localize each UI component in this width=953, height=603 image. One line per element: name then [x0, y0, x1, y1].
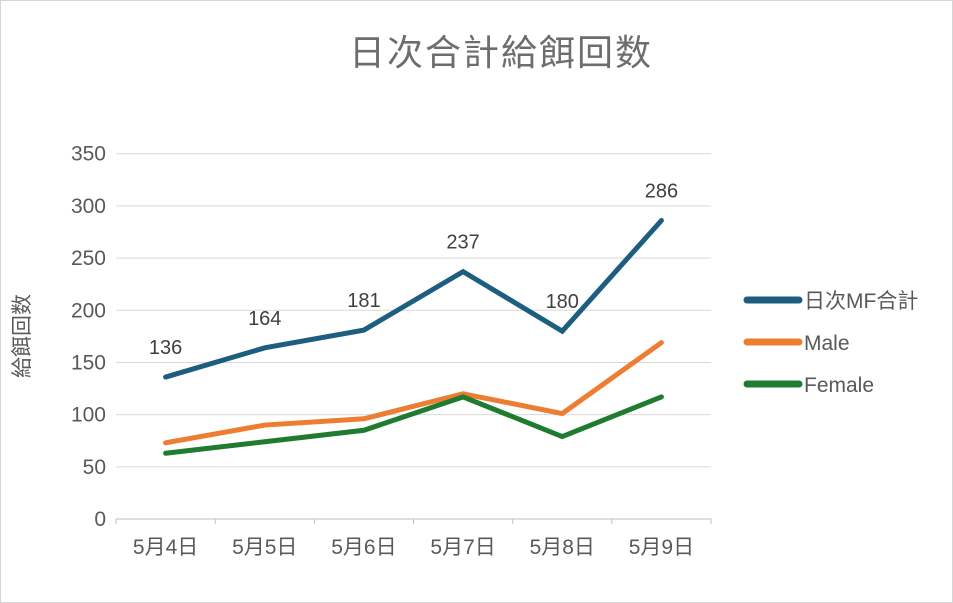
data-label: 181: [347, 290, 380, 312]
x-tick-labels: 5月4日 5月5日 5月6日 5月7日 5月8日 5月9日: [133, 536, 694, 559]
data-label: 286: [645, 180, 678, 202]
x-tick-label: 5月8日: [530, 536, 595, 559]
legend-label: Female: [804, 374, 874, 397]
y-tick-label: 150: [71, 351, 106, 374]
y-tick-label: 200: [71, 299, 106, 322]
data-label: 180: [546, 291, 579, 313]
x-tick-label: 5月9日: [629, 536, 694, 559]
y-axis-title: 給餌回数: [11, 294, 34, 378]
x-tick-label: 5月7日: [430, 536, 495, 559]
legend-item: Male: [743, 332, 850, 355]
series-lines: [163, 217, 664, 456]
data-label: 164: [248, 308, 281, 330]
chart-title: 日次合計給餌回数: [349, 32, 653, 73]
series-line: [163, 217, 664, 380]
y-tick-label: 350: [71, 143, 106, 166]
data-labels: 136 164 181 237 180 286: [149, 180, 678, 359]
data-label: 136: [149, 337, 182, 359]
x-tick-label: 5月5日: [232, 536, 297, 559]
data-label: 237: [446, 232, 479, 254]
y-tick-label: 300: [71, 195, 106, 218]
y-tick-label: 50: [83, 456, 106, 479]
series-line: [163, 340, 664, 446]
y-tick-labels: 0 50 100 150 200 250 300 350: [71, 143, 106, 531]
y-tick-label: 100: [71, 404, 106, 427]
legend-label: 日次MF合計: [804, 290, 918, 313]
legend-label: Male: [804, 332, 850, 355]
x-tick-label: 5月6日: [331, 536, 396, 559]
legend: 日次MF合計 Male Female: [743, 290, 918, 397]
y-tick-label: 0: [94, 508, 106, 531]
axes: [115, 518, 712, 524]
y-tick-label: 250: [71, 247, 106, 270]
series-line: [163, 394, 664, 456]
gridlines: [116, 153, 711, 468]
x-tick-label: 5月4日: [133, 536, 198, 559]
legend-item: 日次MF合計: [743, 290, 918, 313]
legend-item: Female: [743, 374, 874, 397]
